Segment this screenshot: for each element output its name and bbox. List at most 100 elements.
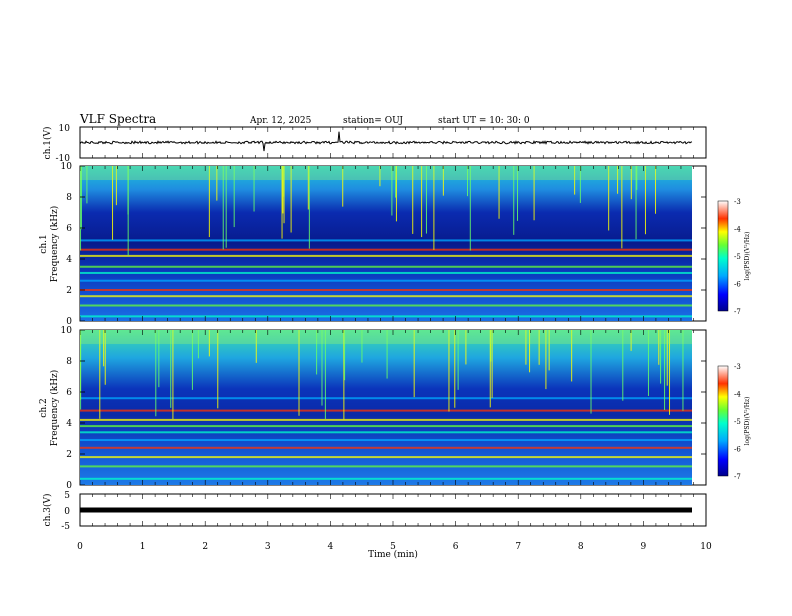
sferic-streak	[342, 166, 344, 207]
sferic-streak	[491, 330, 493, 398]
high-frequency-noise	[80, 166, 692, 180]
sferic-streak	[80, 166, 82, 251]
frequency-band	[80, 431, 692, 434]
ch2-spectrogram-ylabel-channel: ch.2	[39, 398, 49, 417]
sferic-streak	[391, 166, 393, 216]
frequency-band	[80, 477, 692, 480]
time-tick-label: 9	[641, 542, 647, 552]
sferic-streak	[308, 166, 310, 249]
sferic-streak	[590, 330, 592, 414]
sferic-streak	[682, 330, 684, 411]
sferic-streak	[386, 330, 388, 379]
frequency-tick-label: 6	[66, 224, 72, 234]
sferic-streak	[647, 330, 649, 396]
colorbar-tick-label: -5	[734, 418, 741, 426]
frequency-tick-label: 0	[66, 317, 72, 327]
ch2-colorbar-label: log(PSD)(V²/Hz)	[744, 397, 751, 446]
ch3-waveform-ylabel: ch.3(V)	[42, 494, 53, 527]
colorbar-tick-label: -4	[734, 391, 741, 399]
ch1-spectrogram-ylabel-frequency: Frequency (kHz)	[49, 206, 60, 283]
sferic-streak	[290, 166, 292, 233]
frequency-band	[80, 304, 692, 307]
sferic-streak	[545, 330, 547, 390]
ch1-spectrogram-ylabel-channel: ch.1	[39, 234, 49, 253]
sferic-streak	[86, 166, 88, 204]
sferic-streak	[608, 166, 610, 231]
ch1-colorbar: -3 -4 -5 -6 -7 log(PSD)(V²/Hz)	[717, 198, 751, 316]
time-tick-label: 4	[328, 542, 334, 552]
sferic-streak	[574, 166, 576, 195]
sferic-streak	[225, 166, 227, 248]
frequency-tick-label: 10	[61, 326, 73, 336]
time-axis-label: Time (min)	[368, 549, 418, 560]
sferic-streak	[298, 330, 300, 416]
ch2-spectrogram-image	[80, 330, 692, 485]
ch1-waveform-ytick-bottom: -10	[56, 154, 71, 164]
frequency-tick-label: 4	[66, 419, 72, 429]
ch2-spectrogram-marks	[80, 330, 692, 480]
frequency-tick-label: 8	[66, 357, 72, 367]
time-tick-label: 5	[390, 542, 396, 552]
frequency-band	[80, 239, 692, 242]
sferic-streak	[579, 166, 581, 203]
frequency-tick-label: 2	[66, 450, 72, 460]
sferic-streak	[307, 166, 309, 210]
sferic-streak	[421, 166, 423, 238]
sferic-streak	[222, 166, 224, 250]
sferic-streak	[548, 330, 550, 371]
frequency-band	[80, 279, 692, 282]
frequency-tick-label: 8	[66, 193, 72, 203]
ch1-spectrogram-yticks: 0 2 4 6 8 10	[61, 162, 706, 327]
ch3-waveform-ytick-bottom: -5	[61, 522, 70, 532]
ch2-colorbar-scale	[717, 365, 729, 477]
colorbar-tick-label: -3	[734, 363, 741, 371]
time-tick-label: 7	[515, 542, 521, 552]
sferic-streak	[103, 330, 105, 367]
frequency-band	[80, 289, 692, 291]
sferic-streak	[517, 166, 519, 221]
sferic-streak	[490, 330, 492, 362]
ch2-spectrogram-panel: 0 2 4 6 8 10 ch.2 Frequency (kHz)	[39, 326, 707, 491]
sferic-streak	[316, 330, 318, 375]
sferic-streak	[283, 166, 285, 224]
sferic-streak	[467, 166, 469, 197]
sferic-streak	[99, 330, 101, 419]
sferic-streak	[281, 166, 283, 239]
date-label: Apr. 12, 2025	[249, 116, 312, 126]
ch1-spectrogram-panel: 0 2 4 6 8 10 ch.1 Frequency (kHz)	[39, 162, 707, 327]
ch2-colorbar: -3 -4 -5 -6 -7 log(PSD)(V²/Hz)	[717, 363, 751, 481]
sferic-streak	[448, 330, 450, 412]
colorbar-tick-label: -7	[734, 308, 741, 316]
sferic-streak	[538, 330, 540, 365]
ch1-waveform-ytick-top: 10	[59, 124, 71, 134]
frequency-band	[80, 397, 692, 400]
frequency-band	[80, 265, 692, 268]
ch3-waveform-ytick-top: 5	[64, 491, 70, 501]
sferic-streak	[617, 166, 619, 194]
frequency-tick-label: 2	[66, 286, 72, 296]
sferic-streak	[498, 166, 500, 219]
frequency-tick-label: 6	[66, 388, 72, 398]
sferic-streak	[513, 166, 515, 235]
sferic-streak	[158, 330, 160, 388]
sferic-streak	[127, 166, 129, 256]
frequency-tick-label: 0	[66, 481, 72, 491]
sferic-streak	[425, 166, 427, 234]
station-label: station= OUJ	[343, 116, 403, 126]
sferic-streak	[379, 166, 381, 187]
colorbar-tick-label: -3	[734, 198, 741, 206]
frequency-band	[80, 456, 692, 459]
frequency-tick-label: 10	[61, 162, 73, 172]
sferic-streak	[282, 166, 284, 214]
frequency-band	[80, 315, 692, 318]
time-tick-label: 1	[140, 542, 146, 552]
sferic-streak	[112, 166, 114, 240]
ch1-spectrogram-image	[80, 166, 692, 321]
sferic-streak	[525, 330, 527, 365]
sferic-streak	[664, 330, 666, 411]
figure-title: VLF Spectra	[79, 112, 156, 126]
sferic-streak	[321, 330, 323, 406]
sferic-streak	[655, 166, 657, 214]
frequency-band	[80, 254, 692, 257]
